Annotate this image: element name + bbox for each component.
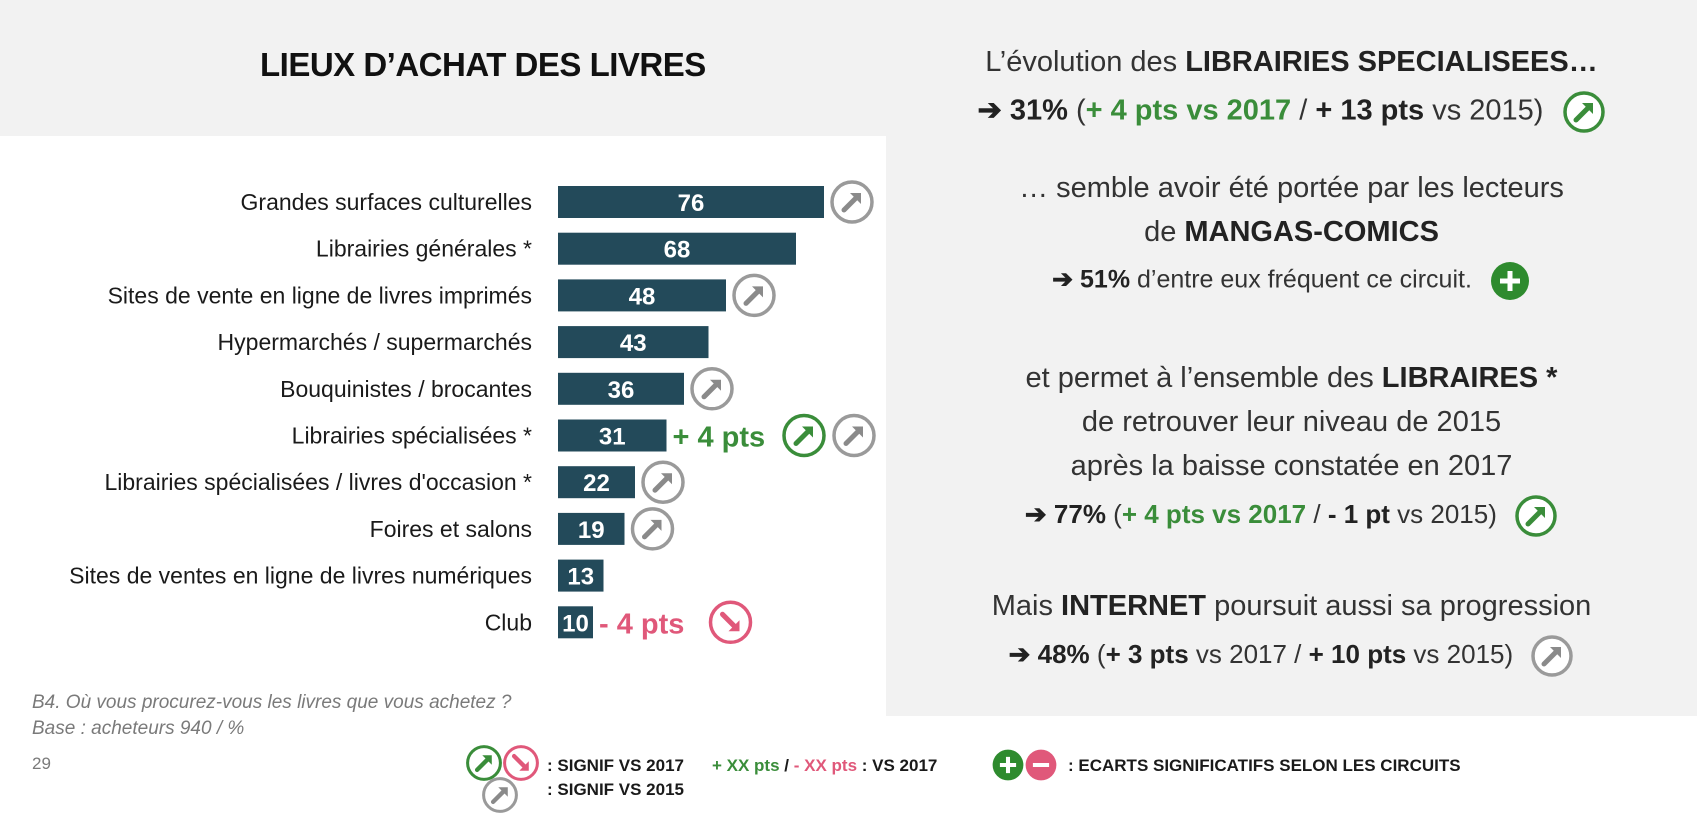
footnote-question: B4. Où vous procurez-vous les livres que… — [32, 692, 512, 713]
legend-pts: + XX pts / - XX pts : VS 2017 — [712, 756, 938, 775]
arrow-up-right-circle-icon — [690, 367, 734, 411]
category-label: Sites de vente en ligne de livres imprim… — [108, 282, 532, 308]
bar-value-label: 43 — [620, 330, 647, 357]
legend-ecarts: : ECARTS SIGNIFICATIFS SELON LES CIRCUIT… — [1068, 756, 1461, 775]
bar-value-label: 10 — [562, 610, 589, 637]
bar — [558, 326, 709, 359]
comment-1-line-1: L’évolution des LIBRAIRIES SPECIALISEES… — [985, 46, 1598, 78]
arrow-up-right-circle-icon — [782, 413, 826, 458]
bar-value-label: 31 — [599, 424, 626, 451]
arrow-up-right-circle-icon — [830, 180, 874, 224]
bar-value-label: 13 — [567, 564, 594, 591]
arrow-up-right-circle-icon — [630, 507, 675, 551]
bar — [558, 186, 824, 218]
category-label: Sites de ventes en ligne de livres numér… — [69, 563, 532, 589]
minus-circle-icon — [1025, 749, 1057, 781]
category-label: Grandes surfaces culturelles — [241, 189, 532, 215]
arrow-right-icon: ➔ — [1024, 498, 1047, 529]
comment-3-line-2: de retrouver leur niveau de 2015 — [1081, 406, 1502, 438]
comment-3-line-3: après la baisse constatée en 2017 — [1070, 450, 1513, 482]
comment-2-line-2: de MANGAS-COMICS — [1144, 216, 1439, 248]
category-label: Librairies spécialisées * — [292, 423, 532, 449]
commentary-panel-bg — [886, 0, 1697, 716]
legend-signif-2017: : SIGNIF VS 2017 — [547, 756, 684, 775]
comment-1-line-2: ➔ 31% (+ 4 pts vs 2017 / + 13 pts vs 201… — [886, 90, 1697, 134]
arrow-right-icon: ➔ — [1008, 638, 1031, 669]
comment-2-line-1: … semble avoir été portée par les lecteu… — [1019, 172, 1564, 204]
plus-circle-icon — [1490, 262, 1529, 300]
category-label: Hypermarchés / supermarchés — [218, 329, 532, 355]
arrow-down-right-circle-icon — [708, 600, 753, 645]
comment-3-line-1: et permet à l’ensemble des LIBRAIRES * — [1025, 362, 1558, 394]
arrow-up-right-circle-icon — [466, 745, 502, 781]
delta-label: + 4 pts — [673, 422, 766, 454]
arrow-up-right-circle-icon — [1531, 635, 1574, 677]
arrow-up-right-circle-icon — [832, 413, 876, 458]
footnote-base: Base : acheteurs 940 / % — [32, 718, 245, 739]
arrow-up-right-circle-icon — [1515, 495, 1557, 537]
legend-signif-2015: : SIGNIF VS 2015 — [547, 780, 684, 799]
category-label: Librairies spécialisées / livres d'occas… — [104, 469, 532, 495]
arrow-up-right-circle-icon — [482, 777, 518, 813]
comment-4-line-1: Mais INTERNET poursuit aussi sa progress… — [991, 590, 1592, 622]
delta-label: - 4 pts — [599, 608, 684, 640]
bar-chart: Grandes surfaces culturelles 76 Librairies… — [69, 180, 876, 645]
category-label: Bouquinistes / brocantes — [280, 376, 532, 402]
bar — [558, 232, 796, 265]
bar — [558, 559, 604, 592]
comment-2-line-3: ➔ 51% d’entre eux fréquent ce circuit. — [886, 260, 1697, 302]
category-label: Club — [485, 609, 532, 635]
comment-4-line-2: ➔ 48% (+ 3 pts vs 2017 / + 10 pts vs 201… — [886, 634, 1697, 678]
arrow-right-icon: ➔ — [1052, 265, 1074, 294]
bar — [558, 466, 635, 499]
arrow-up-right-circle-icon — [1562, 91, 1605, 133]
bar — [558, 419, 667, 452]
comment-3-line-4: ➔ 77% (+ 4 pts vs 2017 / - 1 pt vs 2015) — [886, 494, 1697, 538]
arrow-right-icon: ➔ — [977, 94, 1002, 127]
arrow-up-right-circle-icon — [732, 273, 776, 318]
bar-value-label: 68 — [664, 237, 691, 264]
plus-circle-icon — [992, 749, 1024, 781]
bar-value-label: 48 — [629, 283, 656, 310]
page-title: LIEUX D’ACHAT DES LIVRES — [260, 46, 706, 83]
bar — [558, 606, 593, 639]
bar-value-label: 19 — [578, 517, 605, 544]
category-label: Foires et salons — [370, 516, 532, 542]
bar-value-label: 76 — [678, 190, 705, 217]
arrow-up-right-circle-icon — [641, 460, 685, 504]
arrow-down-right-circle-icon — [503, 745, 539, 781]
category-label: Librairies générales * — [316, 236, 532, 262]
bar — [558, 279, 726, 312]
bar-value-label: 22 — [583, 470, 610, 497]
bar — [558, 372, 684, 405]
page-number: 29 — [32, 754, 51, 773]
bar — [558, 512, 625, 545]
bar-value-label: 36 — [608, 377, 635, 404]
